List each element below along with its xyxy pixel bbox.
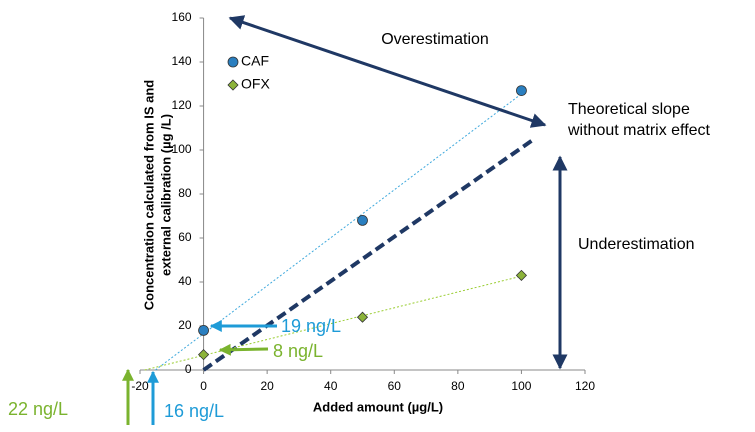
annotation: 22 ng/L: [8, 399, 68, 419]
y-tick-label: 0: [185, 362, 192, 376]
annotation: 19 ng/L: [281, 316, 341, 336]
x-tick-label: 20: [260, 379, 274, 393]
y-tick-label: 80: [178, 186, 192, 200]
y-tick-label: 60: [178, 230, 192, 244]
y-tick-label: 20: [178, 318, 192, 332]
x-tick-label: 40: [324, 379, 338, 393]
legend-marker: [227, 56, 239, 68]
annotation: Underestimation: [578, 236, 695, 253]
point: [516, 85, 527, 96]
x-tick-label: 120: [575, 379, 595, 393]
y-tick-label: 40: [178, 274, 192, 288]
y-tick-label: 120: [172, 98, 192, 112]
x-tick-label: 100: [511, 379, 531, 393]
x-tick-label: -20: [131, 379, 149, 393]
point: [357, 214, 368, 226]
legend-label: OFX: [241, 76, 270, 92]
point: [198, 324, 209, 336]
x-tick-label: 80: [451, 379, 465, 393]
x-tick-label: 0: [200, 379, 207, 393]
y-tick-label: 100: [172, 142, 192, 156]
x-tick-label: 60: [388, 379, 402, 393]
annotation: 8 ng/L: [273, 341, 323, 361]
x-axis-label: Added amount (µg/L): [313, 399, 443, 414]
reference-line: [202, 137, 536, 372]
annotations: Overestimation Theoretical slope without…: [8, 15, 711, 425]
y-tick-label: 160: [172, 10, 192, 24]
point: [198, 349, 210, 361]
point: [515, 269, 527, 281]
overestimation-arrow: [228, 15, 547, 128]
legend-label: CAF: [241, 53, 269, 69]
point: [356, 311, 369, 323]
annotation: Theoretical slope: [568, 101, 690, 118]
y-axis-label: external calibration (µg /L): [158, 114, 173, 276]
annotation: Overestimation: [381, 31, 489, 48]
y-axis-label: Concentration calculated from IS and: [141, 80, 156, 310]
annotation: without matrix effect: [567, 122, 711, 139]
ofx-intercept-arrow: [218, 343, 269, 356]
annotation: 16 ng/L: [164, 401, 224, 421]
y-tick-label: 140: [172, 54, 192, 68]
legend-marker: [227, 79, 239, 91]
